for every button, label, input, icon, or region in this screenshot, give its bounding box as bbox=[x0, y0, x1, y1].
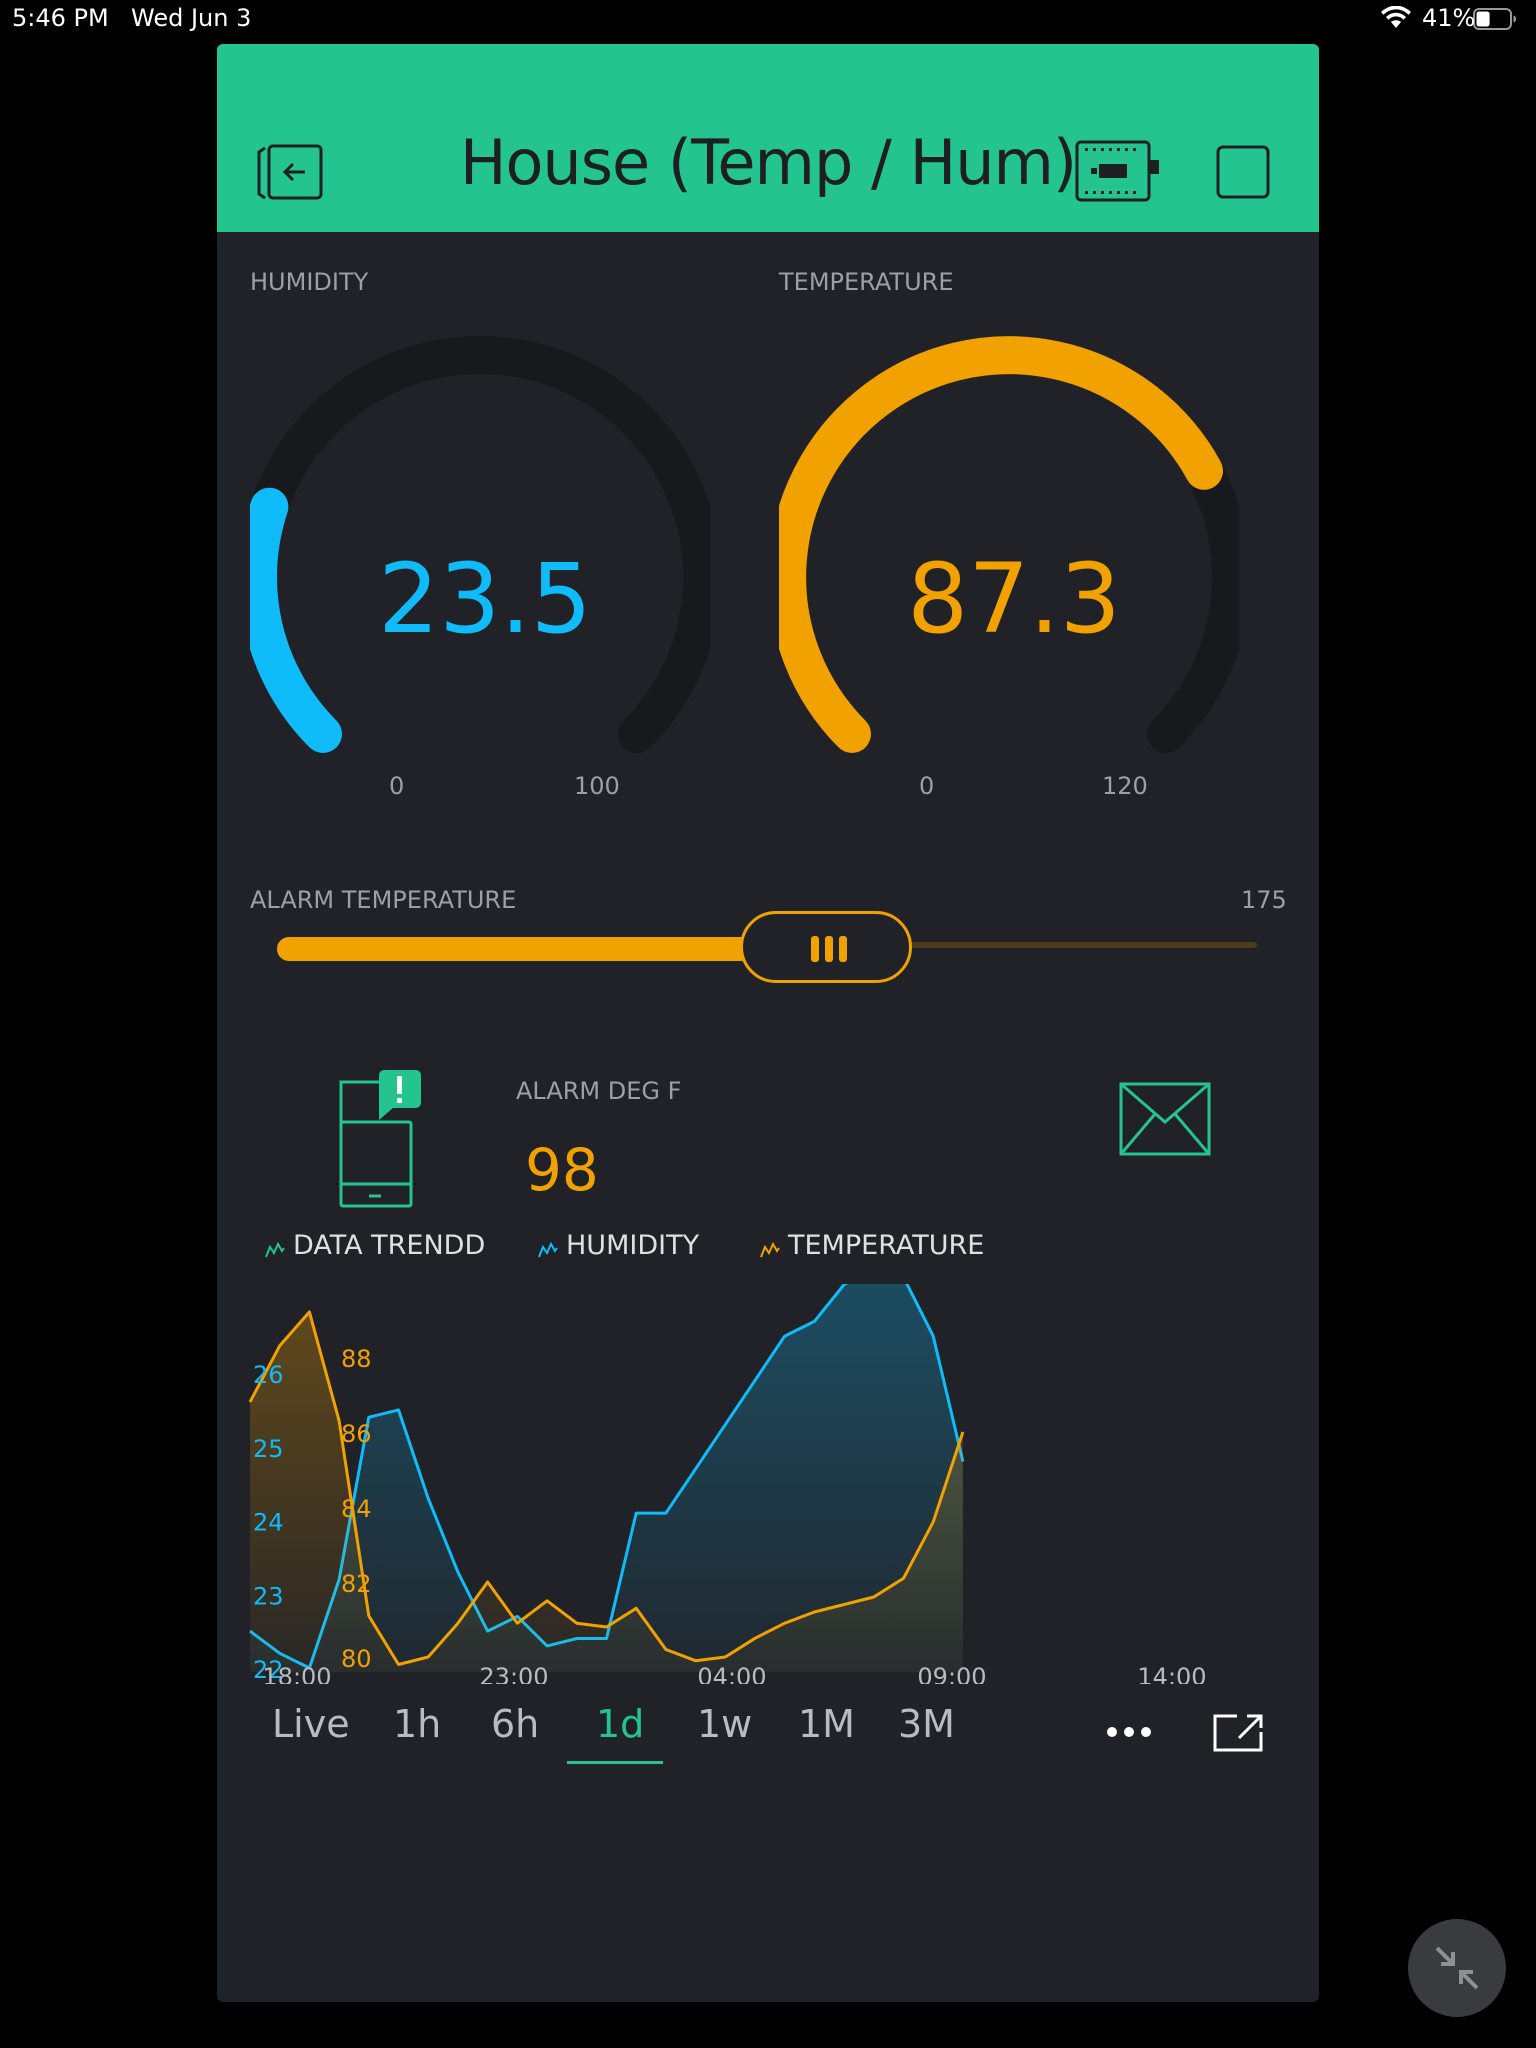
alarm-display-label: ALARM DEG F bbox=[516, 1077, 682, 1105]
temperature-tick-label: 80 bbox=[341, 1645, 372, 1673]
status-bar: 5:46 PM Wed Jun 3 41% bbox=[0, 0, 1536, 40]
phone-notification-icon[interactable] bbox=[339, 1068, 437, 1210]
temperature-tick-label: 82 bbox=[341, 1570, 372, 1598]
more-icon[interactable] bbox=[1106, 1724, 1152, 1740]
trend-icon bbox=[265, 1242, 285, 1258]
humidity-tick-label: 23 bbox=[253, 1582, 284, 1610]
legend-label: TEMPERATURE bbox=[788, 1230, 985, 1261]
humidity-value: 23.5 bbox=[378, 543, 592, 655]
temperature-max: 120 bbox=[1102, 772, 1148, 800]
expand-icon[interactable] bbox=[1213, 1712, 1265, 1752]
temperature-label: TEMPERATURE bbox=[779, 268, 954, 296]
exit-icon[interactable] bbox=[255, 142, 327, 202]
battery-icon bbox=[1473, 8, 1516, 30]
humidity-area bbox=[250, 1284, 963, 1672]
x-tick-label: 04:00 bbox=[697, 1663, 766, 1684]
minimize-icon bbox=[1435, 1946, 1479, 1990]
humidity-max: 100 bbox=[574, 772, 620, 800]
x-tick-label: 14:00 bbox=[1137, 1663, 1206, 1684]
humidity-gauge-fill bbox=[250, 487, 342, 753]
device-board-icon[interactable] bbox=[1075, 140, 1161, 202]
active-tab-indicator bbox=[567, 1761, 663, 1764]
device-panel: House (Temp / Hum) HUMIDITY 23.5 0 100 T… bbox=[217, 44, 1319, 2002]
tab-live[interactable]: Live bbox=[272, 1702, 350, 1746]
tab-1h[interactable]: 1h bbox=[393, 1702, 442, 1746]
alarm-slider-label: ALARM TEMPERATURE bbox=[250, 886, 517, 914]
humidity-tick-label: 24 bbox=[253, 1509, 284, 1537]
legend-label: HUMIDITY bbox=[566, 1230, 700, 1261]
temperature-series-line bbox=[248, 1310, 965, 1666]
drag-handle-icon bbox=[810, 936, 847, 962]
status-date: Wed Jun 3 bbox=[131, 4, 252, 32]
alarm-display-value: 98 bbox=[525, 1136, 599, 1204]
trend-chart[interactable]: 22 23 24 25 26 80 82 84 86 88 18:00 23:00 04:00 09:00… bbox=[217, 1284, 1319, 1684]
temperature-gauge bbox=[779, 336, 1239, 753]
legend-label: DATA TRENDD bbox=[293, 1230, 486, 1261]
alarm-slider-max: 175 bbox=[1241, 886, 1287, 914]
mail-icon[interactable] bbox=[1119, 1082, 1211, 1156]
tab-3m[interactable]: 3M bbox=[898, 1702, 955, 1746]
stop-icon[interactable] bbox=[1215, 144, 1271, 200]
temperature-min: 0 bbox=[919, 772, 935, 800]
temperature-area bbox=[250, 1312, 963, 1672]
header-bar: House (Temp / Hum) bbox=[217, 44, 1319, 232]
temperature-gauge-fill bbox=[779, 336, 1223, 753]
humidity-tick-label: 22 bbox=[253, 1656, 284, 1684]
humidity-label: HUMIDITY bbox=[250, 268, 369, 296]
x-tick-label: 23:00 bbox=[479, 1663, 548, 1684]
temperature-tick-label: 84 bbox=[341, 1495, 372, 1523]
humidity-tick-label: 26 bbox=[253, 1361, 284, 1389]
temperature-tick-label: 88 bbox=[341, 1345, 372, 1373]
x-tick-label: 09:00 bbox=[917, 1663, 986, 1684]
trend-icon bbox=[760, 1242, 780, 1258]
temperature-tick-label: 86 bbox=[341, 1420, 372, 1448]
temperature-value: 87.3 bbox=[907, 543, 1121, 655]
minimize-button[interactable] bbox=[1408, 1919, 1506, 2017]
tab-1w[interactable]: 1w bbox=[697, 1702, 753, 1746]
x-tick-label: 18:00 bbox=[262, 1663, 331, 1684]
status-time: 5:46 PM bbox=[12, 4, 109, 32]
alarm-slider-thumb[interactable] bbox=[739, 911, 912, 983]
page-title: House (Temp / Hum) bbox=[459, 126, 1077, 199]
tab-6h[interactable]: 6h bbox=[491, 1702, 540, 1746]
tab-1m[interactable]: 1M bbox=[798, 1702, 855, 1746]
wifi-icon bbox=[1381, 6, 1411, 28]
humidity-gauge bbox=[250, 336, 710, 753]
trend-icon bbox=[538, 1242, 558, 1258]
battery-percent: 41% bbox=[1422, 4, 1476, 32]
humidity-tick-label: 25 bbox=[253, 1435, 284, 1463]
humidity-min: 0 bbox=[389, 772, 405, 800]
tab-1d[interactable]: 1d bbox=[596, 1702, 645, 1746]
alarm-slider-fill bbox=[277, 937, 826, 961]
